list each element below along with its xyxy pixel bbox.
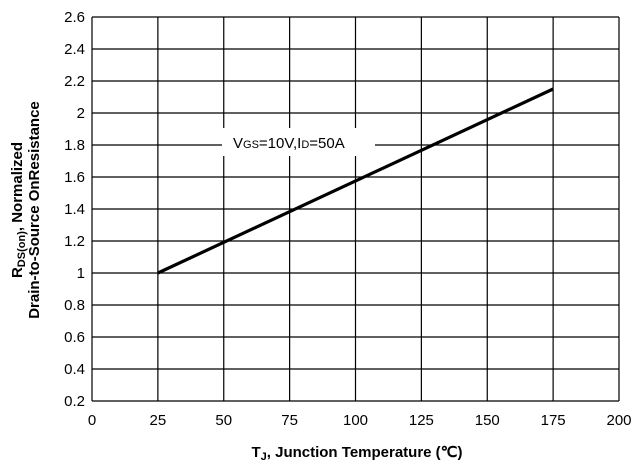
y-tick-label: 1.2 [64, 233, 85, 250]
x-tick-label: 25 [150, 412, 167, 429]
y-tick-label: 1 [77, 265, 85, 282]
y-axis-label-line2: Drain-to-Source OnResistance [26, 101, 43, 319]
y-tick-label: 1.8 [64, 137, 85, 154]
x-tick-label: 125 [409, 412, 434, 429]
y-axis-label-line1: RDS(on), Normalized [9, 142, 28, 278]
y-tick-label: 1.4 [64, 201, 85, 218]
annotation-label: VGS=10V,ID=50A [233, 135, 345, 152]
x-tick-label: 175 [541, 412, 566, 429]
x-tick-label: 0 [88, 412, 96, 429]
x-tick-label: 50 [215, 412, 232, 429]
y-tick-label: 2 [77, 105, 85, 122]
y-tick-label: 0.2 [64, 393, 85, 410]
x-tick-label: 75 [281, 412, 298, 429]
y-tick-label: 1.6 [64, 169, 85, 186]
x-tick-label: 200 [606, 412, 631, 429]
annotation-box [222, 128, 375, 156]
y-tick-label: 2.6 [64, 9, 85, 26]
grid-lines [91, 16, 620, 402]
series-line [157, 87, 554, 275]
y-tick-label: 2.4 [64, 41, 85, 58]
y-tick-label: 0.6 [64, 329, 85, 346]
y-tick-label: 0.4 [64, 361, 85, 378]
x-axis-label: TJ, Junction Temperature (℃) [251, 444, 462, 463]
y-tick-label: 0.8 [64, 297, 85, 314]
x-tick-label: 100 [343, 412, 368, 429]
series-lines [157, 87, 554, 275]
x-tick-label: 150 [475, 412, 500, 429]
tick-labels: 0.2 0.4 0.6 0.8 1 1.2 1.4 1.6 1.8 2 2.2 2.4 2.6 0 25 50… [64, 9, 631, 429]
y-tick-label: 2.2 [64, 73, 85, 90]
